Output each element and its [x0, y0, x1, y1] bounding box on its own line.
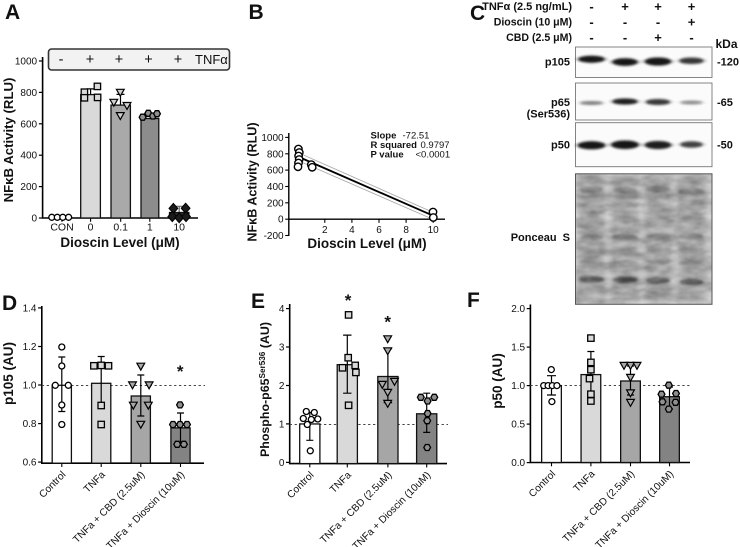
svg-text:F: F [467, 289, 480, 312]
svg-text:4: 4 [279, 304, 285, 315]
svg-text:+: + [688, 0, 696, 14]
svg-text:-120: -120 [717, 57, 739, 69]
svg-text:p50 (AU): p50 (AU) [490, 353, 505, 409]
svg-text:0.6: 0.6 [23, 458, 37, 469]
svg-text:p65: p65 [551, 97, 570, 109]
svg-text:A: A [5, 1, 20, 24]
svg-text:200: 200 [267, 198, 284, 209]
svg-text:1.2: 1.2 [23, 342, 37, 353]
svg-text:-: - [656, 15, 660, 30]
svg-text:-: - [589, 30, 593, 45]
svg-text:TNFα: TNFα [195, 52, 228, 67]
svg-text:*: * [345, 291, 352, 310]
svg-text:200: 200 [20, 182, 37, 193]
svg-text:400: 400 [267, 182, 284, 193]
svg-text:Dioscin Level (μM): Dioscin Level (μM) [307, 236, 426, 251]
svg-text:10: 10 [173, 222, 185, 234]
svg-text:-: - [59, 52, 64, 68]
svg-text:-50: -50 [717, 140, 733, 152]
svg-text:CBD (2.5 μM): CBD (2.5 μM) [506, 32, 572, 44]
svg-text:p105 (AU): p105 (AU) [1, 342, 16, 405]
svg-text:*: * [177, 362, 184, 381]
svg-text:+: + [144, 52, 152, 68]
svg-text:Dioscin (10 μM): Dioscin (10 μM) [494, 17, 572, 29]
svg-text:-: - [589, 15, 593, 30]
svg-text:1000: 1000 [15, 57, 38, 68]
svg-text:P value<0.0001: P value <0.0001 [371, 150, 451, 161]
svg-text:+: + [115, 52, 123, 68]
svg-text:+: + [174, 52, 182, 68]
svg-text:0.0: 0.0 [511, 458, 525, 469]
svg-text:(Ser536): (Ser536) [527, 109, 571, 121]
svg-text:0: 0 [88, 222, 94, 234]
svg-text:800: 800 [267, 149, 284, 160]
svg-text:TNFα (2.5 ng/mL): TNFα (2.5 ng/mL) [482, 1, 572, 13]
svg-text:600: 600 [267, 166, 284, 177]
svg-text:CON: CON [50, 222, 73, 234]
svg-text:Phospho-p65Ser536 (AU): Phospho-p65Ser536 (AU) [258, 322, 272, 457]
svg-text:C: C [470, 2, 485, 25]
svg-text:-200: -200 [264, 231, 284, 242]
svg-text:0: 0 [279, 458, 285, 469]
svg-text:800: 800 [20, 88, 37, 99]
svg-text:Slope-72.51: Slope -72.51 [371, 131, 430, 142]
svg-text:1.0: 1.0 [511, 381, 525, 392]
svg-text:E: E [251, 290, 265, 313]
svg-text:1.0: 1.0 [23, 381, 37, 392]
svg-text:1: 1 [279, 419, 285, 430]
svg-text:+: + [621, 0, 629, 14]
svg-text:0.5: 0.5 [511, 420, 525, 431]
svg-text:Ponceau S: Ponceau S [511, 232, 570, 244]
svg-text:-: - [623, 30, 627, 45]
svg-text:1.5: 1.5 [511, 343, 525, 354]
svg-text:+: + [654, 0, 662, 14]
svg-text:0.8: 0.8 [23, 419, 37, 430]
svg-text:1: 1 [147, 222, 153, 234]
svg-text:4: 4 [349, 225, 355, 236]
svg-text:p105: p105 [545, 57, 570, 69]
svg-text:8: 8 [403, 225, 409, 236]
svg-text:NFκB Activity (RLU): NFκB Activity (RLU) [1, 78, 16, 203]
svg-text:10: 10 [428, 225, 440, 236]
svg-text:400: 400 [20, 151, 37, 162]
svg-text:-: - [623, 15, 627, 30]
svg-text:*: * [384, 313, 391, 332]
svg-text:6: 6 [376, 225, 382, 236]
svg-text:2: 2 [279, 381, 285, 392]
svg-text:Dioscin Level (μM): Dioscin Level (μM) [60, 235, 179, 250]
svg-text:-: - [689, 30, 693, 45]
svg-text:B: B [249, 1, 264, 24]
svg-text:2: 2 [322, 225, 328, 236]
svg-text:-65: -65 [717, 97, 733, 109]
svg-text:+: + [86, 52, 94, 68]
svg-text:3: 3 [279, 343, 285, 354]
svg-text:NFκB Activity (RLU): NFκB Activity (RLU) [246, 122, 260, 241]
svg-text:p50: p50 [551, 140, 570, 152]
svg-text:+: + [688, 15, 696, 30]
svg-text:2.0: 2.0 [511, 304, 525, 315]
svg-text:0: 0 [278, 215, 284, 226]
svg-text:0.1: 0.1 [113, 222, 128, 234]
svg-text:600: 600 [20, 119, 37, 130]
svg-text:-: - [589, 0, 593, 14]
svg-text:kDa: kDa [715, 37, 737, 51]
svg-text:0: 0 [32, 214, 38, 225]
svg-text:D: D [2, 292, 17, 315]
svg-text:+: + [654, 30, 662, 45]
svg-text:1000: 1000 [261, 133, 284, 144]
svg-text:1.4: 1.4 [23, 303, 37, 314]
